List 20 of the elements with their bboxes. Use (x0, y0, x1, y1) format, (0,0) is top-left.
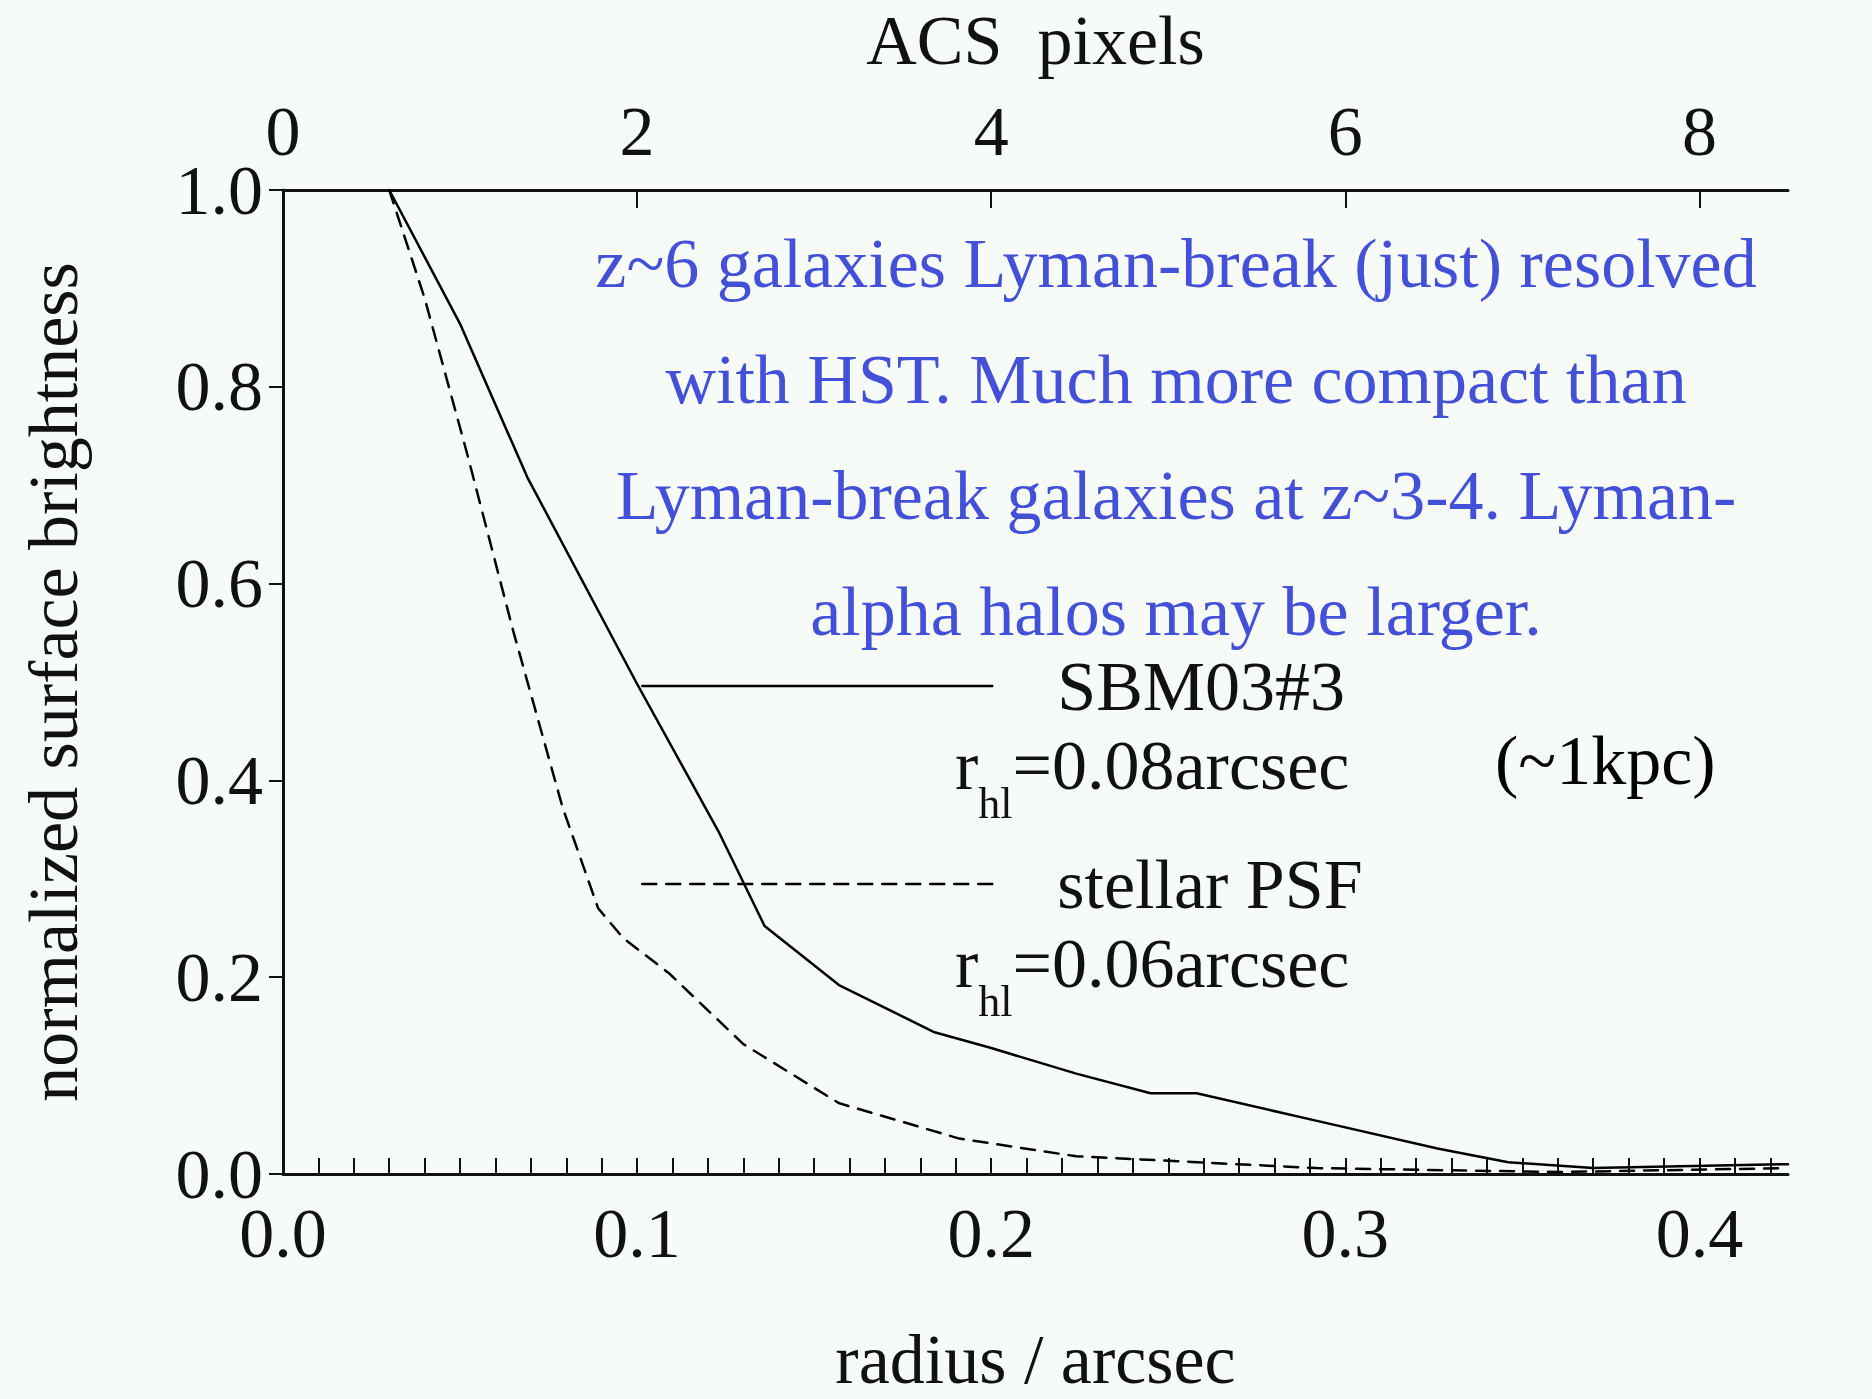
x2-tick-label: 4 (973, 92, 1009, 170)
y-tick-label: 0.8 (175, 348, 263, 426)
x-axis-title: radius / arcsec (835, 1320, 1236, 1398)
x2-tick-label: 6 (1327, 92, 1363, 170)
y-axis-title: normalized surface brightness (14, 262, 92, 1102)
x-tick-label: 0.4 (1655, 1194, 1744, 1272)
y-tick-label: 1.0 (175, 151, 263, 229)
legend-label: stellar PSF (1057, 845, 1363, 923)
annotation: (~1kpc) (1495, 721, 1716, 799)
y-tick-label: 0.4 (175, 741, 263, 819)
y-tick-label: 0.2 (175, 938, 263, 1016)
x2-tick-label: 2 (619, 92, 655, 170)
annotation: z~6 galaxies Lyman-break (just) resolved with HST. Much more compact than Lyman-break galaxies at z~3-4. Lyman- alpha halos may be larger. (595, 224, 1757, 650)
x-tick-label: 0.3 (1301, 1194, 1390, 1272)
x2-axis-title: ACS pixels (866, 1, 1205, 79)
y-tick-label: 0.6 (175, 545, 263, 623)
x2-tick-label: 8 (1681, 92, 1717, 170)
x-tick-label: 0.2 (947, 1194, 1035, 1272)
x-tick-label: 0.1 (593, 1194, 681, 1272)
x2-tick-label: 0 (265, 92, 301, 170)
